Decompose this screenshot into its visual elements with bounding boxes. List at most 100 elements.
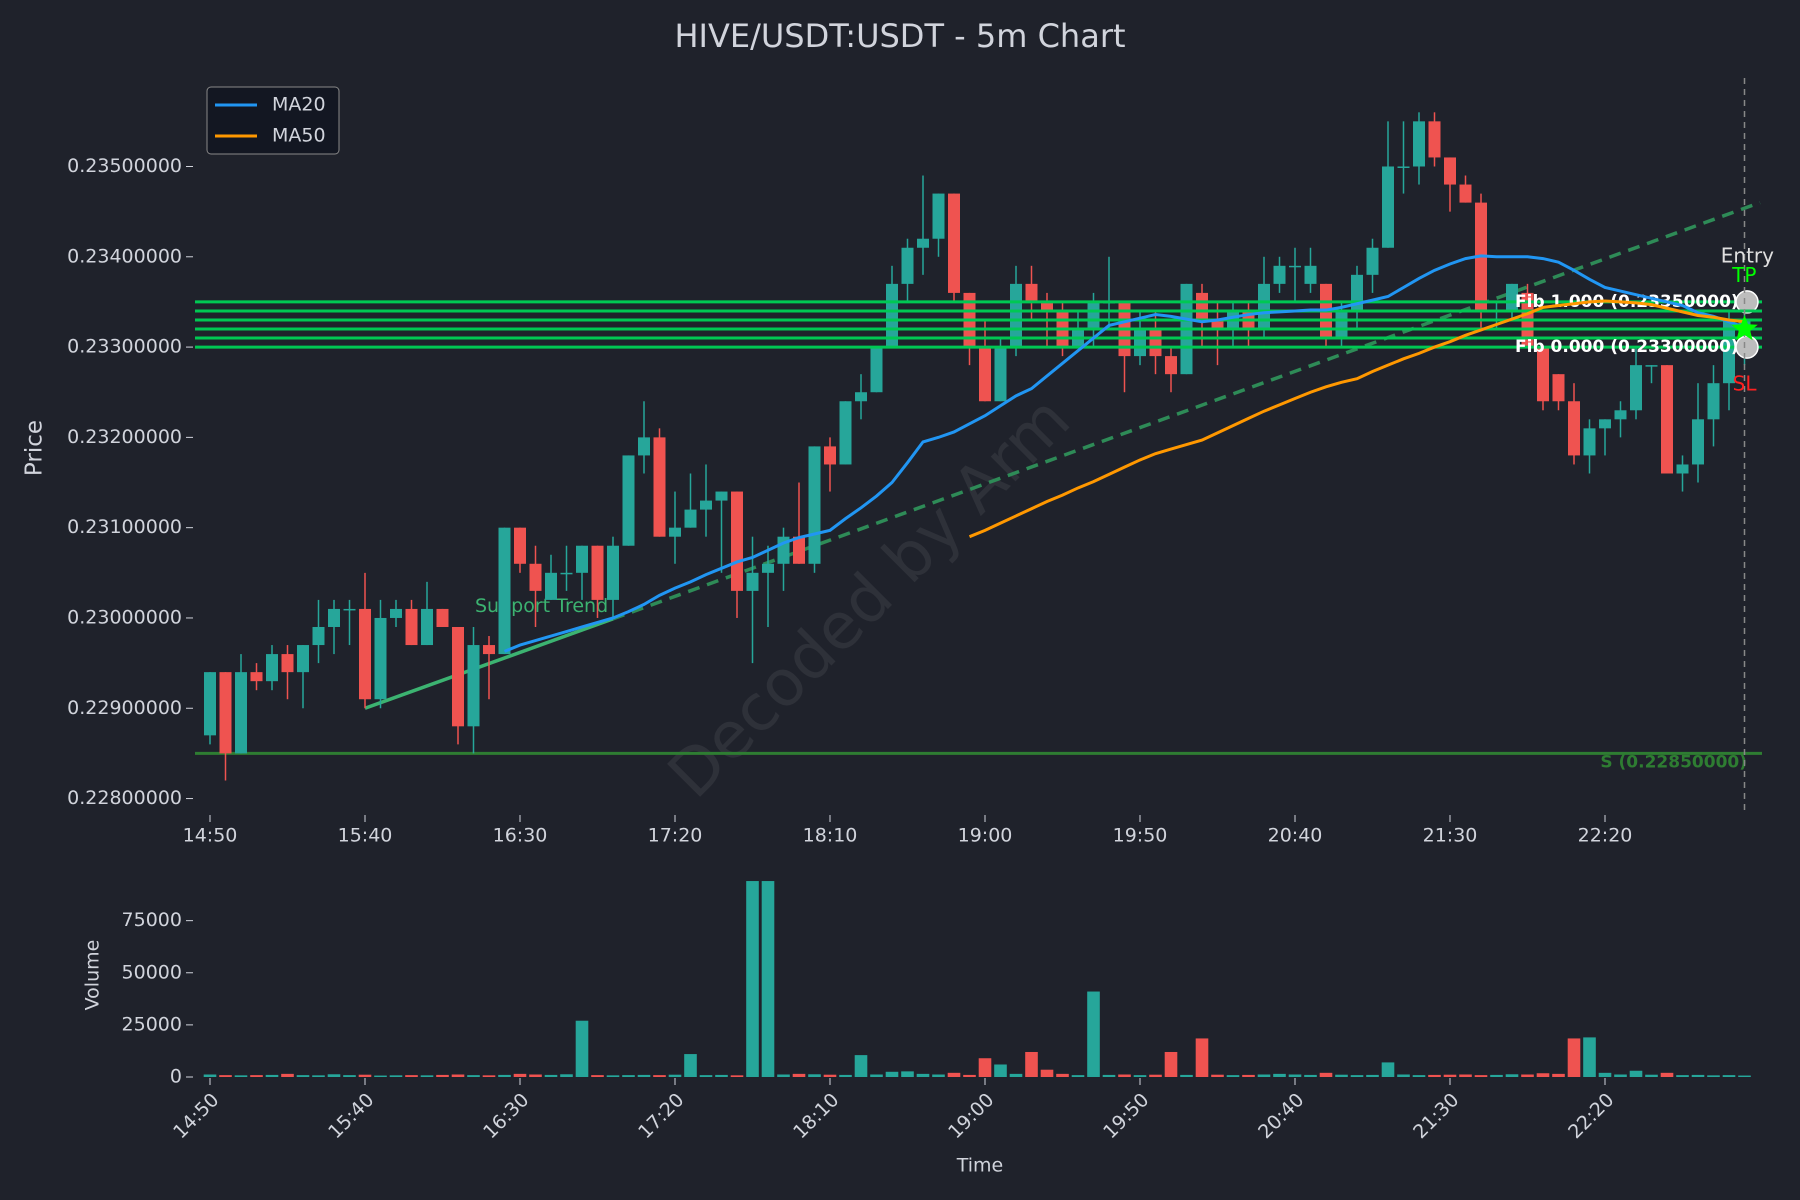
candle-body (204, 672, 216, 736)
volume-bar (1304, 1074, 1317, 1077)
volume-bar (374, 1075, 387, 1077)
candle-body (1707, 383, 1720, 420)
candle-body (1382, 166, 1394, 248)
volume-bar (668, 1074, 682, 1077)
candle-body (1304, 265, 1317, 284)
candle-body (343, 608, 356, 611)
volume-bar (839, 1074, 852, 1077)
candle-body (824, 446, 836, 465)
candle-body (374, 617, 387, 700)
volume-bar (1536, 1073, 1550, 1077)
candle-body (607, 545, 619, 600)
y-tick-label: 75000 (122, 909, 182, 931)
chart-title: HIVE/USDT:USDT - 5m Chart (674, 17, 1125, 55)
volume-bar (1149, 1074, 1162, 1077)
x-tick-label: 17:20 (648, 825, 703, 847)
candle-body (1165, 356, 1177, 375)
candle-body (669, 527, 681, 537)
y-tick-label: 0.23000000 (67, 606, 182, 628)
volume-bar (901, 1071, 914, 1077)
candle-body (1537, 347, 1549, 402)
volume-bar (1598, 1072, 1612, 1077)
candle-body (514, 527, 526, 564)
volume-bar (1629, 1070, 1643, 1077)
candle-body (855, 392, 867, 402)
candle-body (560, 572, 573, 575)
volume-bar (1567, 1038, 1581, 1077)
signal-label: TP (1731, 263, 1756, 287)
candle-body (932, 193, 945, 239)
entry-marker (1731, 315, 1758, 341)
volume-bar (1443, 1074, 1457, 1077)
candle-body (1459, 184, 1472, 203)
volume-bar (978, 1058, 992, 1077)
volume-bar (575, 1020, 589, 1077)
candle-body (917, 238, 929, 248)
candle-body (715, 491, 728, 501)
volume-bar (1319, 1072, 1333, 1077)
y-tick-label: 0.23300000 (67, 336, 182, 358)
candle-body (1134, 329, 1146, 357)
candle-body (235, 672, 247, 754)
volume-bar (1552, 1073, 1565, 1077)
x-tick-label: 15:40 (338, 825, 393, 847)
candle-body (808, 446, 821, 564)
candle-body (1568, 401, 1580, 456)
candle-body (1506, 283, 1518, 311)
candle-body (281, 654, 294, 673)
y-tick-label: 0.23500000 (67, 155, 182, 177)
candle-body (870, 347, 883, 393)
candle-body (1366, 247, 1379, 275)
candle-body (1335, 310, 1348, 339)
volume-bar (1521, 1074, 1534, 1077)
volume-bar (1025, 1051, 1038, 1077)
candle-body (1087, 301, 1100, 330)
volume-bar (467, 1075, 480, 1077)
volume-bar (482, 1075, 496, 1077)
volume-bar (622, 1075, 635, 1077)
candle-body (1273, 265, 1286, 284)
volume-bar (870, 1074, 883, 1077)
signal-label: SL (1733, 372, 1758, 396)
x-tick-label: 20:40 (1268, 825, 1323, 847)
volume-bar (529, 1074, 542, 1077)
candle-body (839, 401, 852, 465)
volume-bar (1490, 1074, 1503, 1077)
candle-body (700, 500, 712, 510)
y-axis-label: Price (22, 420, 48, 476)
candle-body (1010, 283, 1022, 348)
volume-axis-label: Volume (82, 940, 104, 1011)
volume-bar (1381, 1062, 1395, 1077)
candle-body (1196, 292, 1208, 320)
y-tick-label: 0.23100000 (67, 516, 182, 538)
volume-bar (498, 1074, 511, 1077)
volume-bar (203, 1074, 217, 1077)
candle-body (1428, 121, 1441, 158)
volume-bar (808, 1074, 821, 1077)
volume-bar (1676, 1075, 1689, 1077)
ma-line (503, 254, 1745, 653)
y-tick-label: 0.23400000 (67, 245, 182, 267)
candle-body (1676, 464, 1689, 474)
volume-bar (219, 1075, 232, 1077)
candle-body (886, 283, 898, 348)
volume-bar (405, 1075, 418, 1077)
trend-label: Support Trend (475, 595, 608, 617)
volume-bar (1180, 1074, 1193, 1077)
volume-bar (436, 1074, 449, 1077)
volume-bar (1040, 1069, 1054, 1077)
candle-body (1614, 410, 1627, 420)
volume-bar (1164, 1051, 1178, 1077)
candle-body (1289, 265, 1301, 268)
legend-label: MA50 (272, 125, 326, 147)
candle-body (328, 608, 340, 627)
volume-bar (1102, 1074, 1116, 1077)
volume-bar (1428, 1074, 1441, 1077)
volume-bar (1722, 1075, 1736, 1077)
candle-body (1692, 419, 1704, 465)
volume-bar (1660, 1072, 1674, 1077)
candle-body (1025, 283, 1038, 302)
volume-bar (777, 1074, 790, 1077)
candle-body (1258, 283, 1270, 330)
